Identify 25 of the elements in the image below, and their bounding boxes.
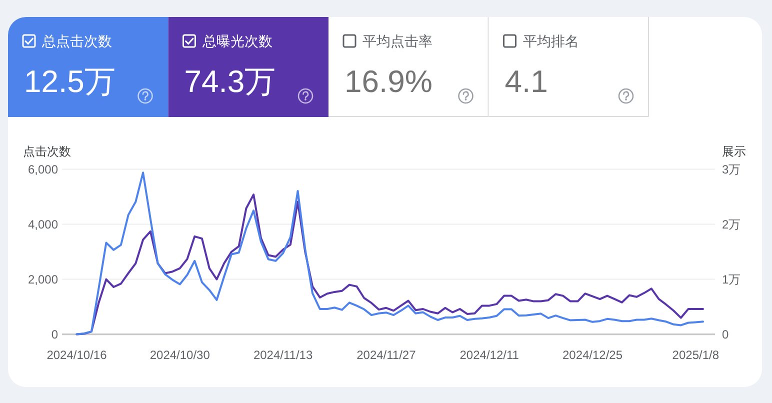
y-tick-label: 6,000 xyxy=(28,162,58,176)
x-tick-label: 2024/10/30 xyxy=(150,348,210,362)
y-axis-title: 点击次数 xyxy=(23,144,71,158)
x-tick-label: 2024/12/25 xyxy=(562,348,623,362)
category-label: 总曝光次数 xyxy=(201,33,272,49)
x-tick-label: 2024/12/11 xyxy=(460,348,520,362)
category-label: 平均点击率 xyxy=(362,33,432,49)
y-tick-label: 4,000 xyxy=(28,218,58,232)
x-tick-label: 2024/11/27 xyxy=(356,348,416,362)
text: 4.1 xyxy=(504,64,548,99)
y2-tick-label: 2万 xyxy=(722,218,741,232)
x-tick-label: 2024/10/16 xyxy=(46,348,108,362)
x-tick-label: 2024/11/13 xyxy=(253,348,313,362)
category-label: 平均排名 xyxy=(522,33,579,49)
category-label: 总点击次数 xyxy=(41,33,112,49)
y2-tick-label: 1万 xyxy=(722,272,741,286)
y2-axis-title: 展示 xyxy=(722,144,746,158)
text: 12.5万 xyxy=(24,64,116,99)
text: 16.9% xyxy=(344,64,432,99)
x-tick-label: 2025/1/8 xyxy=(672,348,720,362)
text: 74.3万 xyxy=(184,64,276,99)
y-tick-label: 0 xyxy=(51,328,58,342)
y2-tick-label: 0 xyxy=(722,328,729,342)
y2-tick-label: 3万 xyxy=(722,162,741,176)
y-tick-label: 2,000 xyxy=(28,272,58,286)
